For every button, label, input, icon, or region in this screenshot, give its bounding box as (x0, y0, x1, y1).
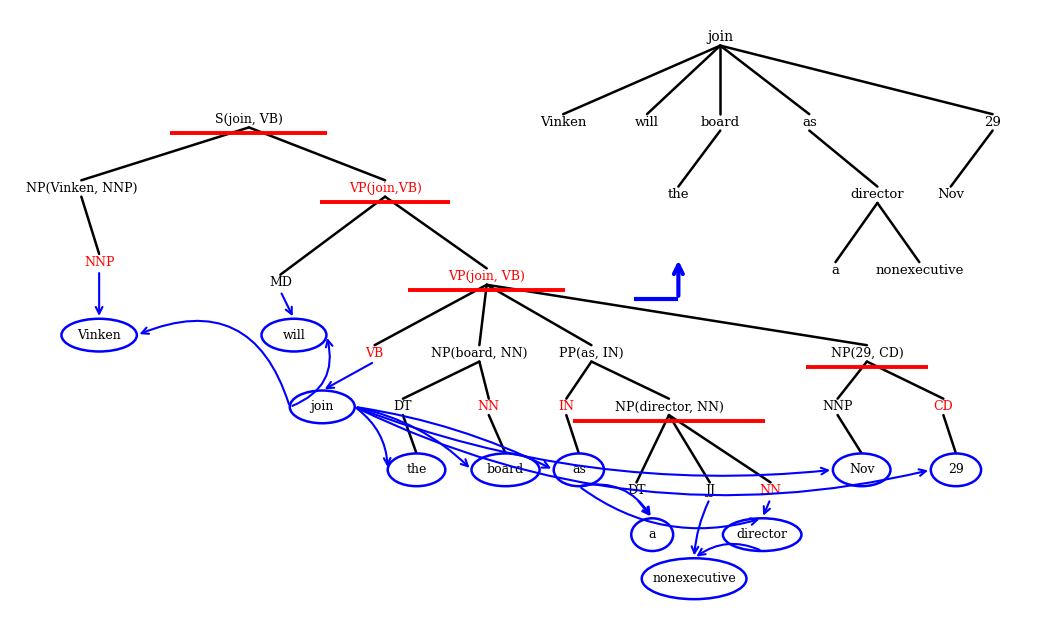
Ellipse shape (388, 453, 445, 486)
Text: NP(board, NN): NP(board, NN) (431, 347, 528, 360)
Text: NN: NN (759, 484, 781, 497)
Text: the: the (406, 464, 426, 476)
Ellipse shape (931, 453, 981, 486)
Text: will: will (282, 329, 305, 342)
Text: NP(Vinken, NNP): NP(Vinken, NNP) (25, 182, 137, 195)
Text: NN: NN (478, 401, 500, 413)
Ellipse shape (290, 391, 355, 424)
Text: Nov: Nov (937, 188, 965, 201)
Text: nonexecutive: nonexecutive (652, 572, 736, 585)
Ellipse shape (472, 453, 539, 486)
Ellipse shape (261, 319, 326, 352)
Text: a: a (832, 264, 839, 277)
Text: as: as (572, 464, 585, 476)
Ellipse shape (833, 453, 891, 486)
Text: NP(29, CD): NP(29, CD) (831, 347, 903, 360)
Text: director: director (851, 188, 905, 201)
Ellipse shape (723, 518, 801, 551)
Text: S(join, VB): S(join, VB) (215, 113, 283, 126)
Text: nonexecutive: nonexecutive (875, 264, 963, 277)
Text: join: join (311, 401, 334, 413)
Ellipse shape (554, 453, 604, 486)
Text: DT: DT (628, 484, 645, 497)
Text: 29: 29 (948, 464, 963, 476)
Text: as: as (802, 116, 817, 129)
Text: VP(join, VB): VP(join, VB) (449, 270, 525, 283)
Text: CD: CD (934, 401, 953, 413)
Text: board: board (486, 464, 524, 476)
Text: Vinken: Vinken (77, 329, 121, 342)
Text: PP(as, IN): PP(as, IN) (559, 347, 623, 360)
Text: VP(join,VB): VP(join,VB) (349, 182, 421, 195)
Text: NNP: NNP (822, 401, 853, 413)
Text: NNP: NNP (84, 256, 115, 269)
Ellipse shape (61, 319, 137, 352)
Text: IN: IN (558, 401, 574, 413)
Text: DT: DT (394, 401, 412, 413)
Ellipse shape (631, 518, 673, 551)
Text: JJ: JJ (704, 484, 715, 497)
Text: join: join (708, 30, 733, 44)
Text: MD: MD (269, 276, 292, 290)
Text: VB: VB (365, 347, 383, 360)
Text: board: board (700, 116, 740, 129)
Text: Vinken: Vinken (540, 116, 587, 129)
Text: director: director (737, 528, 788, 541)
Text: will: will (635, 116, 659, 129)
Text: a: a (649, 528, 656, 541)
Text: NP(director, NN): NP(director, NN) (615, 401, 723, 413)
Text: 29: 29 (985, 116, 1001, 129)
Text: Nov: Nov (849, 464, 874, 476)
Text: the: the (668, 188, 689, 201)
Ellipse shape (641, 558, 747, 599)
